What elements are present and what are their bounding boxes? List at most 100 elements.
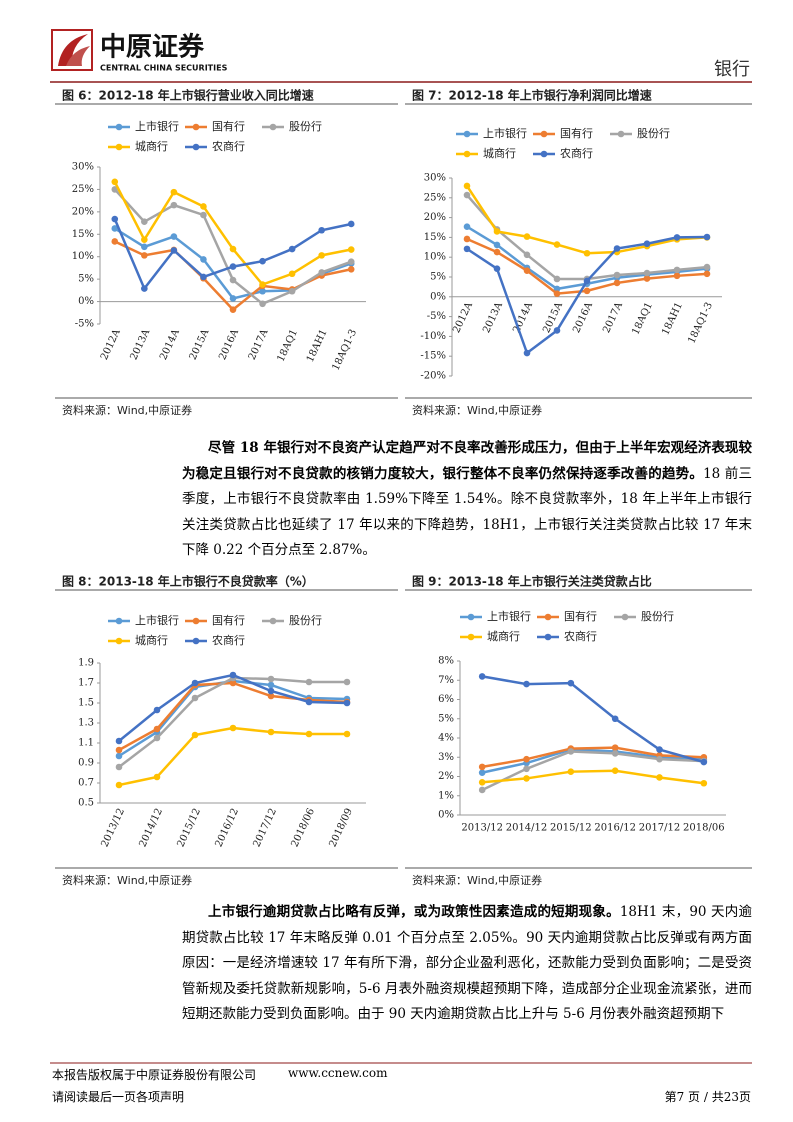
- logo: [51, 29, 93, 71]
- data-point: [553, 241, 561, 248]
- legend-label: 农商行: [212, 633, 245, 647]
- x-tick-label: 2013/12: [99, 807, 127, 849]
- legend-marker: [540, 150, 548, 158]
- y-tick-label: 6%: [438, 694, 454, 705]
- figure-source: 资料来源：Wind,中原证券: [412, 873, 542, 887]
- data-point: [567, 748, 575, 755]
- x-tick-label: 2012A: [451, 300, 475, 335]
- y-tick-label: 0%: [430, 291, 446, 302]
- data-point: [523, 267, 531, 274]
- paragraph: 上市银行逾期贷款占比略有反弹，或为政策性因素造成的短期现象。18H1 末，90 …: [182, 900, 752, 1028]
- legend-label: 农商行: [564, 629, 597, 643]
- data-point: [111, 178, 119, 186]
- data-point: [463, 245, 471, 253]
- y-tick-label: 3%: [438, 752, 454, 763]
- legend-label: 国有行: [212, 613, 245, 627]
- y-tick-label: 1.5: [78, 698, 94, 709]
- x-tick-label: 2015/12: [550, 823, 592, 834]
- data-point: [267, 728, 275, 736]
- legend-marker: [463, 130, 471, 138]
- data-point: [493, 248, 501, 256]
- y-tick-label: 1.9: [78, 658, 94, 669]
- data-point: [463, 182, 471, 190]
- data-point: [229, 671, 237, 679]
- legend-label: 股份行: [641, 610, 674, 623]
- data-point: [259, 281, 266, 288]
- data-point: [611, 744, 619, 751]
- data-point: [229, 263, 237, 270]
- data-point: [523, 680, 530, 688]
- legend-marker: [192, 143, 200, 151]
- data-point: [170, 247, 178, 254]
- data-point: [583, 249, 591, 257]
- data-point: [111, 238, 119, 245]
- data-point: [493, 228, 501, 235]
- x-tick-label: 2014A: [158, 327, 182, 362]
- data-point: [229, 276, 237, 284]
- data-point: [170, 233, 178, 240]
- data-point: [611, 767, 619, 775]
- legend-label: 国有行: [212, 119, 245, 133]
- y-tick-label: 20%: [424, 212, 446, 223]
- data-point: [523, 755, 530, 763]
- x-tick-label: 2015A: [188, 327, 212, 362]
- figure-source: 资料来源：Wind,中原证券: [62, 873, 192, 887]
- legend-label: 上市银行: [483, 126, 527, 140]
- data-point: [553, 285, 561, 293]
- x-tick-label: 2013A: [481, 300, 505, 335]
- y-tick-label: 0.5: [78, 798, 94, 809]
- series-line: [118, 676, 347, 768]
- footer-copyright: 本报告版权属于中原证券股份有限公司: [52, 1068, 257, 1082]
- legend-marker: [540, 130, 548, 138]
- x-tick-label: 18AQ1-3: [686, 301, 715, 346]
- x-tick-label: 2017A: [247, 327, 271, 362]
- data-point: [656, 774, 663, 781]
- data-point: [229, 245, 237, 253]
- legend-marker: [544, 613, 552, 621]
- x-tick-label: 2016A: [217, 327, 241, 362]
- data-point: [170, 201, 178, 209]
- data-point: [200, 203, 207, 210]
- data-point: [115, 746, 123, 754]
- data-point: [259, 287, 266, 295]
- paragraph-body: 18 前三季度，上市银行不良贷款率由 1.59%下降至 1.54%。除不良贷款率…: [182, 465, 752, 559]
- legend-label: 上市银行: [135, 119, 179, 133]
- data-point: [613, 279, 621, 287]
- x-tick-label: 2015/12: [175, 807, 203, 849]
- data-point: [288, 287, 296, 295]
- footer-notice: 请阅读最后一页各项声明: [52, 1090, 185, 1104]
- y-tick-label: 30%: [72, 162, 94, 173]
- data-point: [643, 275, 651, 282]
- data-point: [267, 687, 275, 695]
- legend-marker: [115, 637, 123, 645]
- legend-marker: [544, 633, 552, 641]
- data-point: [703, 263, 711, 271]
- legend-marker: [192, 617, 200, 625]
- data-point: [567, 768, 575, 775]
- y-tick-label: 20%: [72, 206, 94, 217]
- data-point: [115, 737, 123, 745]
- figure-title: 图 9：2013-18 年上市银行关注类贷款占比: [412, 574, 652, 589]
- y-tick-label: 1.1: [78, 738, 94, 749]
- data-point: [141, 285, 148, 292]
- footer-website[interactable]: www.ccnew.com: [288, 1066, 388, 1080]
- data-point: [343, 678, 351, 686]
- data-point: [115, 752, 123, 760]
- legend-label: 股份行: [289, 120, 322, 133]
- company-name-en: CENTRAL CHINA SECURITIES: [100, 64, 228, 73]
- data-point: [478, 786, 486, 794]
- y-tick-label: 10%: [424, 252, 446, 263]
- data-point: [347, 265, 355, 273]
- data-point: [170, 188, 178, 196]
- data-point: [111, 225, 119, 232]
- data-point: [115, 763, 123, 771]
- y-tick-label: 1%: [438, 790, 454, 801]
- data-point: [493, 265, 501, 272]
- data-point: [478, 673, 486, 680]
- legend-label: 国有行: [564, 609, 597, 623]
- data-point: [673, 272, 681, 280]
- y-tick-label: 7%: [438, 675, 454, 686]
- legend-marker: [621, 613, 629, 621]
- y-tick-label: 4%: [438, 733, 454, 744]
- x-tick-label: 18AQ1-3: [331, 328, 360, 373]
